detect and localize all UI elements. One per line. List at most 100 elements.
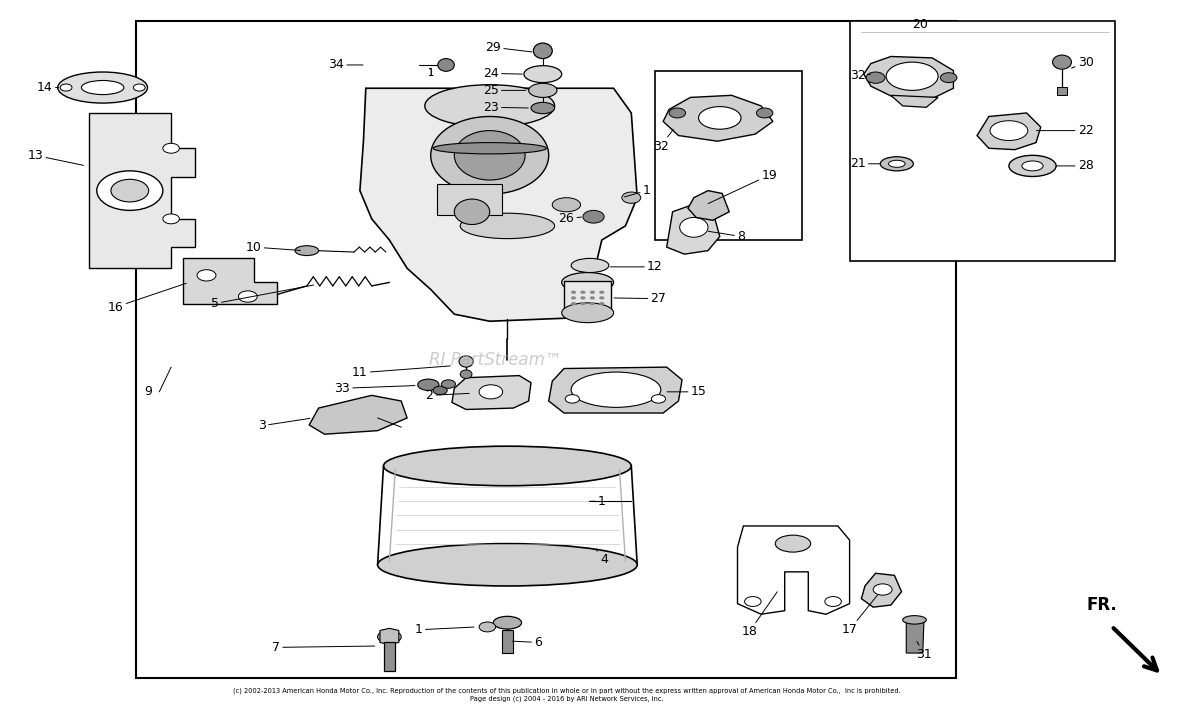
Ellipse shape	[97, 171, 163, 210]
Text: 25: 25	[483, 84, 526, 97]
Ellipse shape	[433, 143, 546, 154]
Ellipse shape	[454, 131, 525, 180]
Bar	[564, 281, 611, 312]
Ellipse shape	[197, 270, 216, 281]
Text: 19: 19	[708, 169, 778, 203]
Text: 8: 8	[708, 230, 745, 243]
Text: 1: 1	[624, 184, 650, 197]
Ellipse shape	[599, 302, 604, 305]
Bar	[384, 642, 395, 671]
Text: 2: 2	[426, 389, 470, 402]
Text: 15: 15	[667, 385, 707, 398]
Text: 32: 32	[653, 129, 674, 152]
Ellipse shape	[581, 297, 585, 299]
Bar	[437, 184, 502, 215]
Text: 32: 32	[850, 69, 871, 82]
Text: 23: 23	[483, 101, 529, 114]
Ellipse shape	[378, 630, 401, 643]
Ellipse shape	[460, 370, 472, 378]
Polygon shape	[891, 95, 938, 107]
Text: 10: 10	[245, 241, 301, 253]
Bar	[1057, 87, 1067, 95]
Text: 4: 4	[596, 549, 608, 566]
Polygon shape	[378, 466, 637, 565]
Ellipse shape	[459, 356, 473, 367]
Ellipse shape	[680, 217, 708, 237]
Ellipse shape	[590, 302, 595, 305]
Ellipse shape	[571, 297, 576, 299]
Polygon shape	[738, 526, 850, 614]
Ellipse shape	[378, 544, 637, 586]
Ellipse shape	[889, 160, 905, 167]
Text: FR.: FR.	[1087, 596, 1117, 614]
Ellipse shape	[454, 199, 490, 225]
Bar	[502, 630, 513, 653]
Polygon shape	[667, 201, 720, 254]
Ellipse shape	[990, 121, 1028, 140]
Ellipse shape	[581, 291, 585, 294]
Ellipse shape	[531, 102, 555, 114]
Ellipse shape	[880, 157, 913, 171]
Ellipse shape	[431, 116, 549, 194]
Ellipse shape	[583, 210, 604, 223]
Ellipse shape	[571, 372, 661, 407]
Polygon shape	[864, 56, 953, 99]
Ellipse shape	[562, 273, 614, 292]
Ellipse shape	[825, 597, 841, 606]
Ellipse shape	[433, 386, 447, 395]
Ellipse shape	[571, 302, 576, 305]
Ellipse shape	[756, 108, 773, 118]
Ellipse shape	[886, 62, 938, 90]
Text: 17: 17	[841, 595, 878, 636]
Ellipse shape	[565, 395, 579, 403]
Text: 29: 29	[485, 41, 532, 54]
Ellipse shape	[384, 446, 631, 486]
Ellipse shape	[479, 385, 503, 399]
Ellipse shape	[60, 84, 72, 91]
Polygon shape	[861, 573, 902, 607]
Polygon shape	[380, 628, 399, 645]
Ellipse shape	[873, 584, 892, 595]
Ellipse shape	[1053, 55, 1071, 69]
Ellipse shape	[903, 616, 926, 624]
Text: 26: 26	[558, 213, 582, 225]
Text: 20: 20	[912, 18, 929, 31]
Ellipse shape	[669, 108, 686, 118]
Ellipse shape	[651, 395, 666, 403]
Text: 13: 13	[27, 149, 84, 165]
Text: 1: 1	[427, 68, 434, 78]
Ellipse shape	[163, 143, 179, 153]
Ellipse shape	[163, 214, 179, 224]
Text: 22: 22	[1036, 124, 1094, 137]
Ellipse shape	[622, 192, 641, 203]
Ellipse shape	[599, 291, 604, 294]
Ellipse shape	[571, 291, 576, 294]
Ellipse shape	[562, 303, 614, 323]
Ellipse shape	[425, 85, 555, 127]
Ellipse shape	[295, 246, 319, 256]
Ellipse shape	[866, 72, 885, 83]
Ellipse shape	[590, 297, 595, 299]
Polygon shape	[183, 258, 277, 304]
Text: 1: 1	[427, 68, 434, 78]
Text: 16: 16	[107, 283, 186, 313]
Polygon shape	[549, 367, 682, 413]
Text: 1: 1	[589, 495, 605, 508]
Text: 24: 24	[483, 67, 523, 80]
Text: 3: 3	[258, 419, 310, 432]
Ellipse shape	[529, 83, 557, 97]
Text: 31: 31	[916, 641, 932, 661]
Text: 27: 27	[614, 292, 667, 305]
Ellipse shape	[524, 66, 562, 83]
Ellipse shape	[460, 213, 555, 239]
Ellipse shape	[581, 302, 585, 305]
Text: 6: 6	[512, 636, 542, 649]
Ellipse shape	[418, 379, 439, 390]
Ellipse shape	[438, 59, 454, 71]
Ellipse shape	[493, 616, 522, 629]
Ellipse shape	[81, 80, 124, 95]
Text: 11: 11	[352, 366, 451, 379]
Ellipse shape	[533, 43, 552, 59]
Text: 14: 14	[37, 81, 59, 94]
Ellipse shape	[590, 291, 595, 294]
